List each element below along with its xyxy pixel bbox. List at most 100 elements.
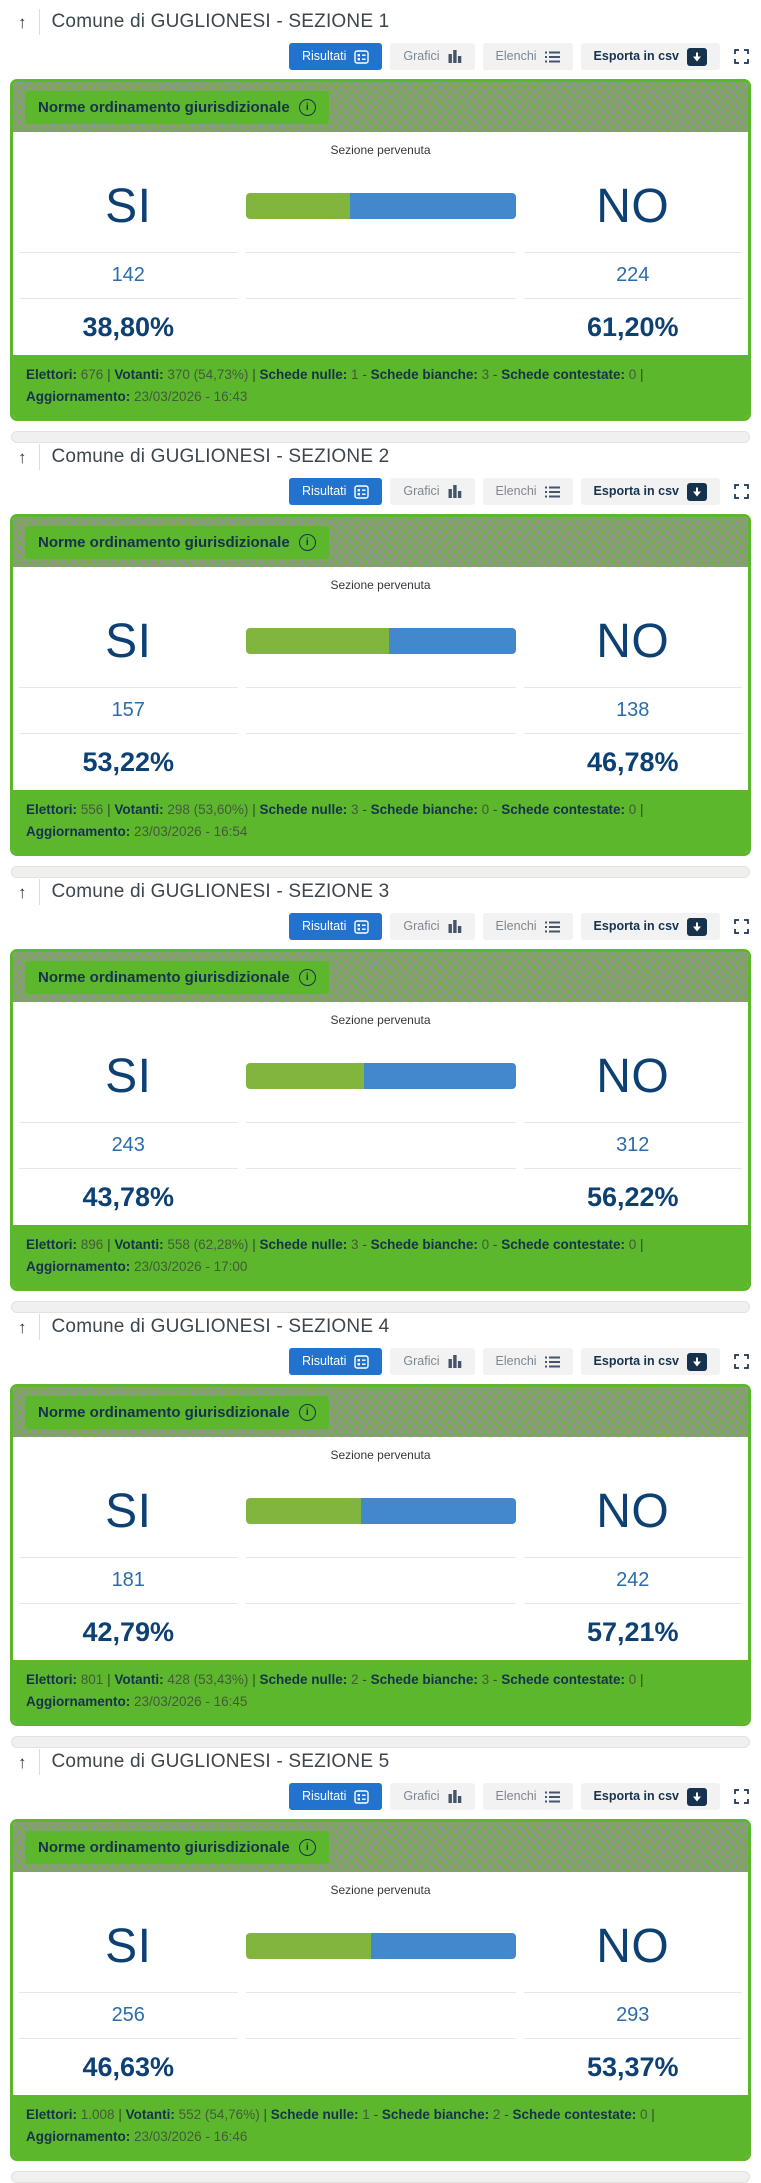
back-to-top-icon[interactable]: ↑ (18, 1317, 27, 1337)
fullscreen-icon[interactable] (734, 1354, 749, 1369)
section-toolbar: Risultati Grafici (10, 43, 751, 70)
esporta-csv-button[interactable]: Esporta in csv (580, 478, 720, 505)
results-dashboard-icon (354, 1789, 370, 1804)
schede-nulle-label: Schede nulle: (259, 802, 348, 817)
result-bar (245, 1063, 516, 1089)
section-title: Comune di GUGLIONESI - SEZIONE 2 (51, 446, 390, 467)
si-votes: 243 (111, 1134, 145, 1156)
elenchi-button[interactable]: Elenchi (482, 1348, 573, 1375)
votanti-value: 370 (54,73%) (167, 367, 249, 382)
elenchi-button[interactable]: Elenchi (482, 43, 573, 70)
grafici-button[interactable]: Grafici (390, 1783, 475, 1810)
section-title: Comune di GUGLIONESI - SEZIONE 4 (51, 1316, 390, 1337)
schede-nulle-label: Schede nulle: (270, 2107, 359, 2122)
back-to-top-icon[interactable]: ↑ (18, 882, 27, 902)
download-icon (687, 482, 707, 501)
bar-chart-icon (448, 1790, 462, 1803)
elettori-label: Elettori: (26, 802, 78, 817)
no-percent: 56,22% (586, 1181, 679, 1212)
risultati-button[interactable]: Risultati (288, 913, 383, 940)
si-percent: 38,80% (82, 311, 175, 342)
votanti-value: 552 (54,76%) (178, 2107, 260, 2122)
risultati-button[interactable]: Risultati (288, 478, 383, 505)
schede-bianche-label: Schede bianche: (370, 367, 478, 382)
elenchi-button[interactable]: Elenchi (482, 913, 573, 940)
separator: | (107, 367, 111, 382)
no-percent: 57,21% (586, 1616, 679, 1647)
card-header-pattern: Norme ordinamento giurisdizionale (13, 517, 748, 567)
grafici-button[interactable]: Grafici (390, 1348, 475, 1375)
schede-nulle-label: Schede nulle: (259, 1237, 348, 1252)
schede-contestate-value: 0 (628, 1237, 637, 1252)
no-label: NO (596, 614, 670, 668)
esporta-csv-button[interactable]: Esporta in csv (580, 913, 720, 940)
result-card: Norme ordinamento giurisdizionale Sezion… (10, 949, 751, 1292)
esporta-csv-button-label: Esporta in csv (593, 919, 679, 934)
risultati-button[interactable]: Risultati (288, 1348, 383, 1375)
esporta-csv-button[interactable]: Esporta in csv (580, 1783, 720, 1810)
si-label: SI (105, 1919, 152, 1973)
votes-row: 142 224 (13, 251, 748, 298)
votanti-label: Votanti: (114, 802, 164, 817)
section-title: Comune di GUGLIONESI - SEZIONE 3 (51, 881, 390, 902)
info-icon[interactable] (298, 98, 316, 116)
section-title: Comune di GUGLIONESI - SEZIONE 5 (51, 1751, 390, 1772)
card-footer: Elettori: 676 | Votanti: 370 (54,73%) | … (13, 355, 748, 419)
elenchi-button[interactable]: Elenchi (482, 478, 573, 505)
separator: - (492, 367, 498, 382)
grafici-button[interactable]: Grafici (390, 478, 475, 505)
download-icon (687, 1787, 707, 1806)
grafici-button-label: Grafici (403, 484, 440, 499)
status-text: Sezione pervenuta (330, 1883, 431, 1897)
elenchi-button-label: Elenchi (495, 919, 537, 934)
elettori-label: Elettori: (26, 2107, 78, 2122)
esporta-csv-button[interactable]: Esporta in csv (580, 1348, 720, 1375)
separator: | (118, 2107, 122, 2122)
fullscreen-icon[interactable] (734, 484, 749, 499)
fullscreen-icon[interactable] (734, 49, 749, 64)
si-label: SI (105, 179, 152, 233)
info-icon[interactable] (298, 533, 316, 551)
grafici-button-label: Grafici (403, 919, 440, 934)
back-to-top-icon[interactable]: ↑ (18, 1752, 27, 1772)
grafici-button[interactable]: Grafici (390, 913, 475, 940)
back-to-top-icon[interactable]: ↑ (18, 12, 27, 32)
risultati-button[interactable]: Risultati (288, 43, 383, 70)
separator: - (492, 1237, 498, 1252)
result-card: Norme ordinamento giurisdizionale Sezion… (10, 79, 751, 422)
aggiornamento-value: 23/03/2026 - 17:00 (134, 1258, 248, 1274)
votes-row: 243 312 (13, 1121, 748, 1168)
info-icon[interactable] (298, 968, 316, 986)
fullscreen-icon[interactable] (734, 1789, 749, 1804)
risultati-button[interactable]: Risultati (288, 1783, 383, 1810)
schede-contestate-value: 0 (628, 802, 637, 817)
esporta-csv-button[interactable]: Esporta in csv (580, 43, 720, 70)
elenchi-button[interactable]: Elenchi (482, 1783, 573, 1810)
back-to-top-icon[interactable]: ↑ (18, 447, 27, 467)
section-divider (11, 431, 750, 444)
section-divider (11, 1736, 750, 1749)
aggiornamento-value: 23/03/2026 - 16:54 (134, 823, 248, 839)
elettori-value: 896 (80, 1237, 104, 1252)
grafici-button[interactable]: Grafici (390, 43, 475, 70)
results-dashboard-icon (354, 49, 370, 64)
schede-bianche-value: 0 (481, 802, 490, 817)
aggiornamento-label: Aggiornamento: (26, 388, 131, 404)
separator: | (640, 802, 644, 817)
question-badge-label: Norme ordinamento giurisdizionale (38, 1838, 290, 1856)
separator: | (107, 1672, 111, 1687)
title-divider (38, 1314, 40, 1340)
info-icon[interactable] (298, 1838, 316, 1856)
section-title: Comune di GUGLIONESI - SEZIONE 1 (51, 11, 390, 32)
si-percent: 53,22% (82, 746, 175, 777)
si-label: SI (105, 1049, 152, 1103)
grafici-button-label: Grafici (403, 1789, 440, 1804)
separator: - (504, 2107, 509, 2122)
card-header-pattern: Norme ordinamento giurisdizionale (13, 952, 748, 1002)
info-icon[interactable] (298, 1403, 316, 1421)
status-text: Sezione pervenuta (330, 1448, 431, 1462)
download-icon (687, 47, 707, 66)
elettori-label: Elettori: (26, 1672, 78, 1687)
card-header-pattern: Norme ordinamento giurisdizionale (13, 1822, 748, 1872)
fullscreen-icon[interactable] (734, 919, 749, 934)
